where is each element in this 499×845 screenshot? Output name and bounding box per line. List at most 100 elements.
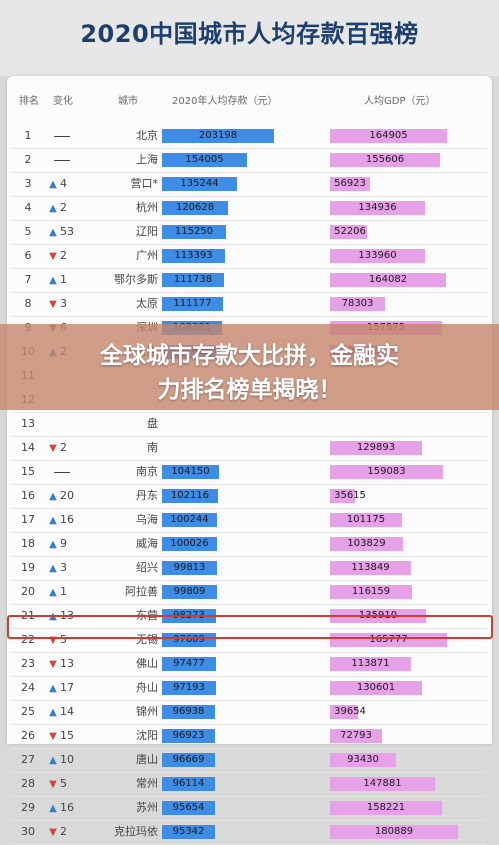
change-cell: ▼ 15: [46, 724, 98, 748]
table-row: 1 北京 203198 164905: [12, 124, 487, 149]
gdp-value: 103829: [347, 538, 386, 549]
gdp-bar: [330, 513, 402, 527]
table-row: 2 上海 154005 155606: [12, 148, 487, 173]
gdp-value: 101175: [346, 514, 386, 525]
arrow-down-icon: ▼: [49, 299, 57, 310]
table-row: 28 ▼ 5 常州 96114 147881: [12, 772, 487, 797]
gdp-value: 129893: [356, 442, 396, 453]
deposit-value: 97609: [173, 634, 205, 645]
change-value: 3: [60, 561, 67, 574]
col-header-change: 变化: [53, 96, 73, 107]
arrow-down-icon: ▼: [49, 251, 57, 262]
rank-cell: 6: [24, 249, 32, 262]
gdp-value: 113849: [351, 562, 390, 573]
change-cell: ▲ 20: [46, 484, 98, 508]
rank-cell: 13: [21, 417, 35, 430]
arrow-down-icon: ▼: [49, 443, 57, 454]
rank-cell: 25: [21, 705, 35, 718]
rank-cell: 30: [21, 825, 35, 838]
gdp-bar: [330, 201, 425, 215]
gdp-bar: [330, 681, 422, 695]
deposit-bar: [162, 729, 215, 743]
table-row: 27 ▲ 10 唐山 96669 93430: [12, 748, 487, 773]
table-row: 4 ▲ 2 杭州 120628 134936: [12, 196, 487, 221]
deposit-value: 135244: [180, 178, 219, 189]
deposit-bar: [162, 297, 223, 311]
change-cell: ▲ 9: [46, 532, 98, 556]
deposit-bar: [162, 537, 217, 551]
rank-cell: 4: [24, 201, 32, 214]
deposit-bar: [162, 273, 224, 287]
rank-cell: 23: [21, 657, 35, 670]
change-value: 20: [60, 489, 74, 502]
deposit-bar: [162, 513, 217, 527]
change-cell: ▲ 17: [46, 676, 98, 700]
highlight-row-frame: [7, 615, 493, 639]
gdp-bar: [330, 489, 355, 503]
col-header-gdp: 人均GDP（元）: [364, 96, 436, 107]
change-cell: ▲ 1: [46, 268, 98, 292]
rank-cell: 24: [21, 681, 35, 694]
col-header-deposit: 2020年人均存款（元）: [172, 96, 278, 107]
city-cell: 太原: [136, 297, 158, 310]
arrow-down-icon: ▼: [49, 779, 57, 790]
rank-cell: 15: [21, 465, 35, 478]
rank-cell: 3: [24, 177, 32, 190]
city-cell: 丹东: [136, 489, 158, 502]
gdp-value: 39654: [334, 706, 366, 717]
col-header-city: 城市: [118, 96, 138, 107]
gdp-value: 93430: [347, 754, 379, 765]
deposit-bar: [162, 225, 226, 239]
deposit-value: 96938: [172, 706, 205, 717]
table-row: 6 ▼ 2 广州 113393 133960: [12, 244, 487, 269]
rank-cell: 2: [24, 153, 32, 166]
change-cell: [46, 460, 98, 484]
gdp-value: 116159: [351, 586, 391, 597]
change-value: 3: [60, 297, 67, 310]
city-cell: 唐山: [136, 753, 158, 766]
change-cell: ▼ 5: [46, 628, 98, 652]
arrow-up-icon: ▲: [49, 683, 57, 694]
rank-cell: 29: [21, 801, 35, 814]
rank-cell: 14: [21, 441, 35, 454]
table-row: 16 ▲ 20 丹东 102116 35615: [12, 484, 487, 509]
deposit-bar: [162, 657, 216, 671]
gdp-bar: [330, 249, 425, 263]
change-cell: ▲ 3: [46, 556, 98, 580]
deposit-value: 99809: [173, 586, 206, 597]
city-cell: 辽阳: [136, 225, 158, 238]
city-cell: 杭州: [136, 201, 158, 214]
no-change-dash-icon: [54, 135, 70, 137]
gdp-value: 164905: [369, 130, 408, 141]
gdp-value: 72793: [340, 730, 372, 741]
no-change-dash-icon: [54, 471, 70, 473]
table-row: 30 ▼ 2 克拉玛依 95342 180889: [12, 820, 487, 845]
change-value: 5: [60, 777, 67, 790]
table-row: 26 ▼ 15 沈阳 96923 72793: [12, 724, 487, 749]
change-cell: ▲ 10: [46, 748, 98, 772]
deposit-value: 104150: [171, 466, 210, 477]
header: 2020中国城市人均存款百强榜: [0, 0, 499, 76]
arrow-down-icon: ▼: [49, 827, 57, 838]
gdp-value: 113871: [351, 658, 390, 669]
table-row: 22 ▼ 5 无锡 97609 165777: [12, 628, 487, 653]
arrow-up-icon: ▲: [49, 275, 57, 286]
change-cell: ▼ 2: [46, 820, 98, 844]
deposit-value: 154005: [185, 154, 224, 165]
deposit-value: 111177: [173, 298, 212, 309]
change-value: 13: [60, 657, 74, 670]
gdp-bar: [330, 225, 367, 239]
change-cell: ▲ 4: [46, 172, 98, 196]
deposit-value: 111738: [173, 274, 213, 285]
city-cell: 鄂尔多斯: [114, 273, 158, 286]
deposit-bar: [162, 585, 217, 599]
banner-line-1: 全球城市存款大比拼，金融实: [100, 343, 399, 369]
rank-cell: 1: [24, 129, 32, 142]
gdp-bar: [330, 657, 411, 671]
change-cell: ▲ 16: [46, 796, 98, 820]
table-row: 3 ▲ 4 营口* 135244 56923: [12, 172, 487, 197]
table-row: 5 ▲ 53 辽阳 115250 52206: [12, 220, 487, 245]
gdp-value: 155606: [365, 154, 405, 165]
change-cell: ▼ 2: [46, 436, 98, 460]
gdp-bar: [330, 129, 447, 143]
